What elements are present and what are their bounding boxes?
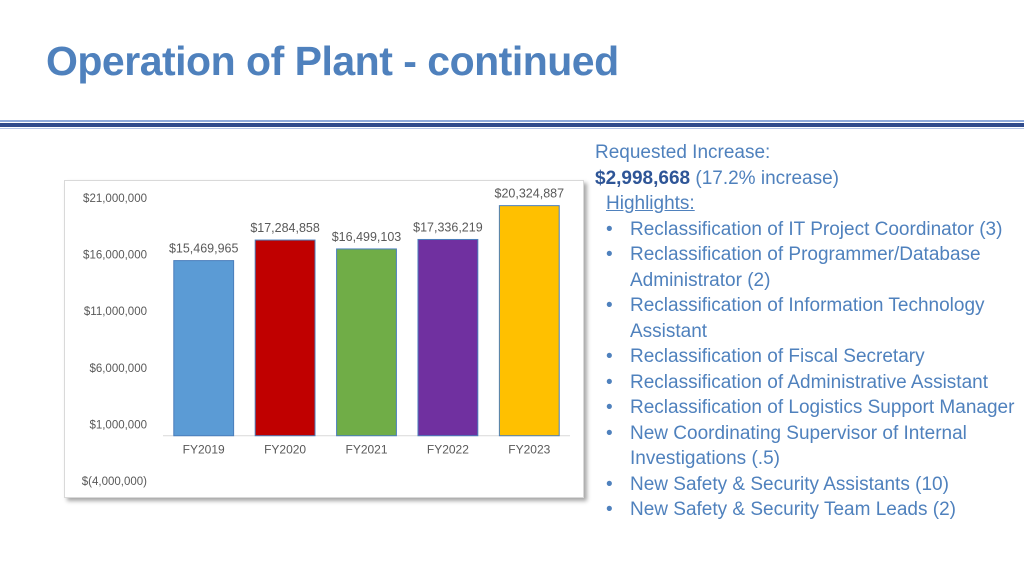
highlights-list: Reclassification of IT Project Coordinat… bbox=[606, 217, 1020, 523]
highlight-item: Reclassification of Logistics Support Ma… bbox=[606, 395, 1020, 421]
highlight-item: Reclassification of Administrative Assis… bbox=[606, 370, 1020, 396]
y-tick-label: $11,000,000 bbox=[84, 306, 147, 318]
summary-panel: Requested Increase: $2,998,668 (17.2% in… bbox=[595, 140, 1020, 523]
data-label: $20,324,887 bbox=[495, 187, 565, 201]
data-label: $17,336,219 bbox=[413, 220, 483, 234]
x-tick-label: FY2021 bbox=[345, 443, 387, 457]
page-title: Operation of Plant - continued bbox=[46, 38, 619, 84]
data-label: $15,469,965 bbox=[169, 242, 239, 256]
budget-bar-chart: $21,000,000 $16,000,000 $11,000,000 $6,000,… bbox=[64, 180, 584, 498]
x-tick-label: FY2020 bbox=[264, 443, 306, 457]
highlight-item: Reclassification of Fiscal Secretary bbox=[606, 344, 1020, 370]
requested-increase-percent: (17.2% increase) bbox=[695, 167, 839, 189]
chart-canvas: $21,000,000 $16,000,000 $11,000,000 $6,000,… bbox=[82, 187, 570, 488]
y-tick-label: $1,000,000 bbox=[89, 419, 147, 431]
highlight-item: Reclassification of Information Technolo… bbox=[606, 293, 1020, 344]
y-tick-label: $16,000,000 bbox=[83, 250, 147, 262]
bar-fy2021 bbox=[336, 248, 397, 437]
bar-fy2019 bbox=[173, 260, 235, 437]
x-tick-label: FY2019 bbox=[183, 443, 225, 457]
y-tick-label: $6,000,000 bbox=[89, 363, 147, 375]
highlight-item: Reclassification of Programmer/Database … bbox=[606, 242, 1020, 293]
bar-fy2022 bbox=[417, 238, 479, 437]
highlights-section: Highlights: Reclassification of IT Proje… bbox=[606, 191, 1020, 523]
title-divider-light bbox=[0, 128, 1024, 129]
y-tick-label: $(4,000,000) bbox=[82, 476, 147, 488]
data-label: $16,499,103 bbox=[332, 230, 402, 244]
x-tick-label: FY2022 bbox=[427, 443, 469, 457]
highlights-heading: Highlights: bbox=[606, 193, 695, 214]
highlight-item: New Safety & Security Team Leads (2) bbox=[606, 497, 1020, 523]
highlight-item: Reclassification of IT Project Coordinat… bbox=[606, 217, 1020, 243]
requested-increase-line: $2,998,668 (17.2% increase) bbox=[595, 166, 1020, 192]
highlight-item: New Coordinating Supervisor of Internal … bbox=[606, 421, 1020, 472]
bar-fy2020 bbox=[254, 239, 316, 437]
title-divider-thick bbox=[0, 123, 1024, 127]
x-tick-label: FY2023 bbox=[508, 443, 550, 457]
data-label: $17,284,858 bbox=[250, 221, 320, 235]
highlight-item: New Safety & Security Assistants (10) bbox=[606, 472, 1020, 498]
requested-increase-label: Requested Increase: bbox=[595, 142, 771, 163]
requested-increase-amount: $2,998,668 bbox=[595, 167, 691, 189]
bar-fy2023 bbox=[498, 205, 560, 437]
y-tick-label: $21,000,000 bbox=[83, 193, 147, 205]
title-divider bbox=[0, 120, 1024, 122]
